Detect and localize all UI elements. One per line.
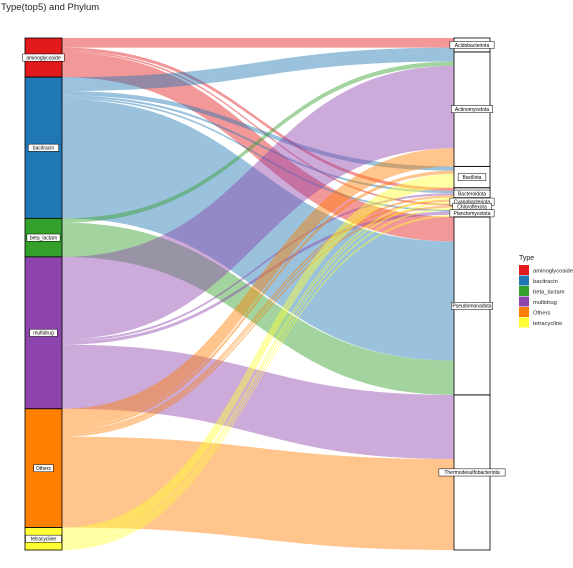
flow-bacitracin-to-actinomycetota xyxy=(62,51,454,92)
left-stratum-label-bacitracin: bacitracin xyxy=(33,146,55,152)
left-stratum-label-box-aminoglycoside xyxy=(22,53,65,62)
legend-swatch-tetracycline xyxy=(519,317,529,328)
left-stratum-label-box-multidrug xyxy=(29,328,58,337)
right-stratum-label-box-acidobacteriota xyxy=(449,41,495,49)
flow-others-to-cyanobacteriota xyxy=(62,199,454,435)
right-stratum-label-box-bacillota xyxy=(457,173,487,181)
flow-tetracycline-to-cyanobacteriota xyxy=(62,201,454,546)
legend-label-beta-lactam: beta_lactam xyxy=(533,290,565,296)
flow-bacitracin-to-planctomycetota xyxy=(62,97,454,212)
left-stratum-label-multidrug: multidrug xyxy=(33,331,54,337)
left-stratum-label-box-others xyxy=(33,464,54,473)
left-strata: aminoglycoside bacitracin beta_lactammulti… xyxy=(22,37,65,551)
right-stratum-label-box-thermodesulfobacteriota xyxy=(438,468,506,477)
right-stratum-label-box-actinomycetota xyxy=(451,105,493,113)
flow-bacitracin-to-acidobacteriota xyxy=(62,47,454,82)
flow-others-to-chloroflexota xyxy=(62,205,454,437)
flow-aminoglycoside-to-bacteroidota xyxy=(62,47,454,191)
flow-tetracycline-to-bacillota xyxy=(62,173,454,542)
legend-title: Type xyxy=(519,255,534,262)
right-stratum-label-box-bacteroidota xyxy=(453,189,491,198)
legend-label-bacitracin: bacitracin xyxy=(533,279,558,285)
flow-multidrug-to-planctomycetota xyxy=(62,211,454,345)
right-stratum-label-box-pseudomonadota xyxy=(451,302,493,310)
flow-beta-lactam-to-actinomycetota xyxy=(62,61,454,223)
flow-bacitracin-to-bacteroidota xyxy=(62,95,454,194)
left-stratum-label-others: Others xyxy=(36,466,52,472)
flows-layer xyxy=(62,38,454,550)
flow-tetracycline-to-bacteroidota xyxy=(62,197,454,544)
right-stratum-label-thermodesulfobacteriota: Thermodesulfobacteriota xyxy=(444,470,500,476)
legend-swatch-beta-lactam xyxy=(519,286,529,296)
right-stratum-label-pseudomonadota: Pseudomonadota xyxy=(452,304,491,310)
right-stratum-label-bacteroidota: Bacteroidota xyxy=(458,191,486,197)
right-stratum-label-chloroflexota: Chloroflexota xyxy=(457,205,487,211)
left-stratum-label-box-bacitracin xyxy=(28,143,59,152)
right-stratum-label-actinomycetota: Actinomycetota xyxy=(455,107,489,113)
flow-multidrug-to-thermodesulfobacteriota xyxy=(62,344,454,460)
legend-swatch-aminoglycoside xyxy=(519,265,529,275)
flow-bacitracin-to-pseudomonadota xyxy=(62,99,454,361)
left-stratum-label-box-tetracycline xyxy=(25,534,62,543)
flow-multidrug-to-bacteroidota xyxy=(62,193,454,342)
flow-beta-lactam-to-pseudomonadota xyxy=(62,222,454,395)
right-stratum-label-planctomycetota: Planctomycetota xyxy=(454,211,491,217)
flow-others-to-actinomycetota xyxy=(62,148,454,427)
flow-others-to-thermodesulfobacteriota xyxy=(62,436,454,550)
flow-multidrug-to-actinomycetota xyxy=(62,65,454,340)
right-stratum-label-bacillota: Bacillota xyxy=(463,175,482,181)
chart-title: Type(top5) and Phylum xyxy=(1,2,99,13)
flow-aminoglycoside-to-pseudomonadota xyxy=(62,52,454,242)
legend-label-tetracycline: tetracycline xyxy=(533,321,562,327)
right-stratum-label-acidobacteriota: Acidobacteriota xyxy=(455,43,490,49)
legend-label-aminoglycoside: aminoglycoside xyxy=(533,269,573,275)
right-strata: Acidobacteriota Actinomycetota Bacillota Ba… xyxy=(438,37,506,551)
flow-others-to-bacteroidota xyxy=(62,195,454,433)
left-stratum-label-tetracycline: tetracycline xyxy=(31,537,57,543)
legend-swatch-multidrug xyxy=(519,296,529,307)
flow-aminoglycoside-to-chloroflexota xyxy=(62,50,454,206)
flow-bacitracin-to-bacillota xyxy=(62,91,454,171)
left-stratum-label-box-beta-lactam xyxy=(26,233,61,242)
legend: Type aminoglycoside bacitracin beta_lactamm… xyxy=(519,255,573,328)
left-stratum-label-aminoglycoside: aminoglycoside xyxy=(26,55,61,61)
flow-tetracycline-to-planctomycetota xyxy=(62,214,454,550)
flow-others-to-bacillota xyxy=(62,170,454,431)
legend-label-others: Others xyxy=(533,311,550,317)
flow-aminoglycoside-to-acidobacteriota xyxy=(62,38,454,48)
legend-swatch-bacitracin xyxy=(519,275,529,286)
flow-tetracycline-to-chloroflexota xyxy=(62,207,454,548)
left-stratum-label-beta-lactam: beta_lactam xyxy=(30,235,57,241)
right-stratum-label-cyanobacteriota: Cyanobacteriota xyxy=(454,199,491,205)
legend-swatch-others xyxy=(519,307,529,317)
legend-label-multidrug: multidrug xyxy=(533,300,557,306)
